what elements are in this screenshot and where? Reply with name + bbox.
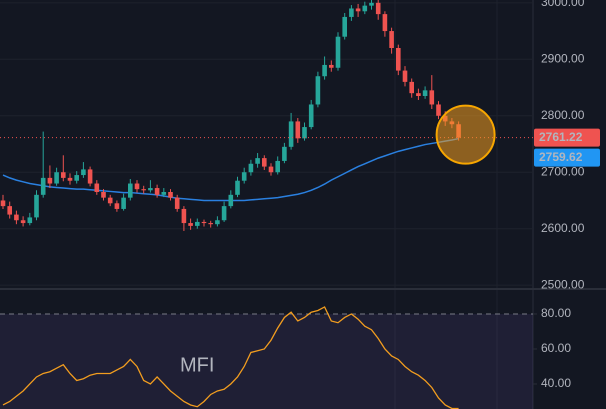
candle-body: [262, 158, 267, 167]
candle-body: [396, 48, 401, 71]
candle-body: [174, 197, 180, 209]
highlight-circle: [435, 104, 496, 165]
candle-body: [54, 172, 59, 184]
candle-body: [114, 203, 120, 209]
candle-body: [248, 163, 254, 173]
candle-body: [235, 180, 240, 195]
candle-body: [14, 214, 19, 221]
candle-body: [275, 160, 280, 173]
candle-body: [87, 169, 93, 184]
candle-body: [362, 5, 368, 12]
candle-body: [295, 121, 301, 139]
candle-body: [107, 197, 113, 204]
candle-body: [195, 221, 200, 226]
candle-body: [308, 104, 314, 128]
candle-body: [47, 177, 53, 184]
mfi-line: [2, 306, 459, 409]
candle-body: [141, 189, 146, 191]
candle-body: [416, 93, 421, 96]
candle-body: [34, 194, 39, 218]
candle-body: [355, 8, 361, 12]
candle-body: [288, 121, 294, 147]
candle-body: [342, 16, 347, 37]
candle-body: [40, 177, 46, 195]
candle-body: [221, 206, 227, 221]
candle-body: [436, 104, 441, 116]
candle-body: [67, 177, 73, 181]
candle-body: [422, 90, 428, 96]
candle-body: [228, 194, 234, 207]
candle-body: [255, 158, 260, 164]
candle-body: [20, 220, 26, 224]
y-tick-label: 40.00: [541, 376, 571, 390]
candle-body: [94, 183, 100, 192]
y-tick-label: 2900.00: [541, 51, 585, 65]
candle-body: [429, 90, 435, 105]
candle-body: [349, 8, 354, 17]
candle-body: [7, 206, 12, 215]
candle-body: [81, 169, 86, 176]
y-tick-label: 2700.00: [541, 164, 585, 178]
candle-body: [402, 70, 408, 82]
candle-body: [241, 172, 247, 181]
candle-body: [282, 146, 287, 161]
candle-body: [148, 188, 153, 191]
candle-body: [0, 200, 6, 207]
candle-body: [188, 223, 193, 226]
candle-body: [134, 183, 140, 190]
candle-body: [161, 192, 167, 195]
y-tick-label: 2600.00: [541, 221, 585, 235]
y-tick-label: 2800.00: [541, 108, 585, 122]
candle-body: [302, 127, 307, 139]
candle-body: [154, 188, 160, 195]
candle-body: [101, 192, 106, 198]
y-tick-label: 3000.00: [541, 0, 585, 9]
candle-body: [27, 217, 33, 224]
candle-body: [181, 208, 187, 224]
candle-body: [369, 2, 374, 6]
candle-body: [409, 81, 414, 94]
candle-body: [329, 64, 334, 68]
candle-body: [121, 197, 126, 209]
candle-body: [389, 31, 394, 48]
mfi-label: MFI: [180, 354, 214, 376]
candle-body: [315, 76, 321, 105]
candle-body: [375, 2, 381, 15]
y-tick-label: 80.00: [541, 306, 571, 320]
last-price-label: 2761.22: [539, 130, 583, 144]
candle-body: [382, 14, 388, 32]
ma-price-box: [534, 148, 600, 167]
last-price-box: [534, 128, 600, 147]
candle-body: [215, 220, 220, 225]
candle-body: [61, 172, 66, 178]
candle-body: [268, 166, 274, 173]
candle-body: [74, 175, 79, 181]
candle-body: [201, 221, 207, 224]
candle-body: [322, 64, 327, 77]
y-tick-label: 2500.00: [541, 277, 585, 291]
candle-body: [335, 36, 341, 68]
candle-body: [128, 183, 133, 198]
ma-price-label: 2759.62: [539, 150, 583, 164]
y-tick-label: 60.00: [541, 341, 571, 355]
mfi-band: [0, 313, 533, 409]
candle-body: [208, 223, 213, 225]
candle-body: [168, 192, 173, 198]
